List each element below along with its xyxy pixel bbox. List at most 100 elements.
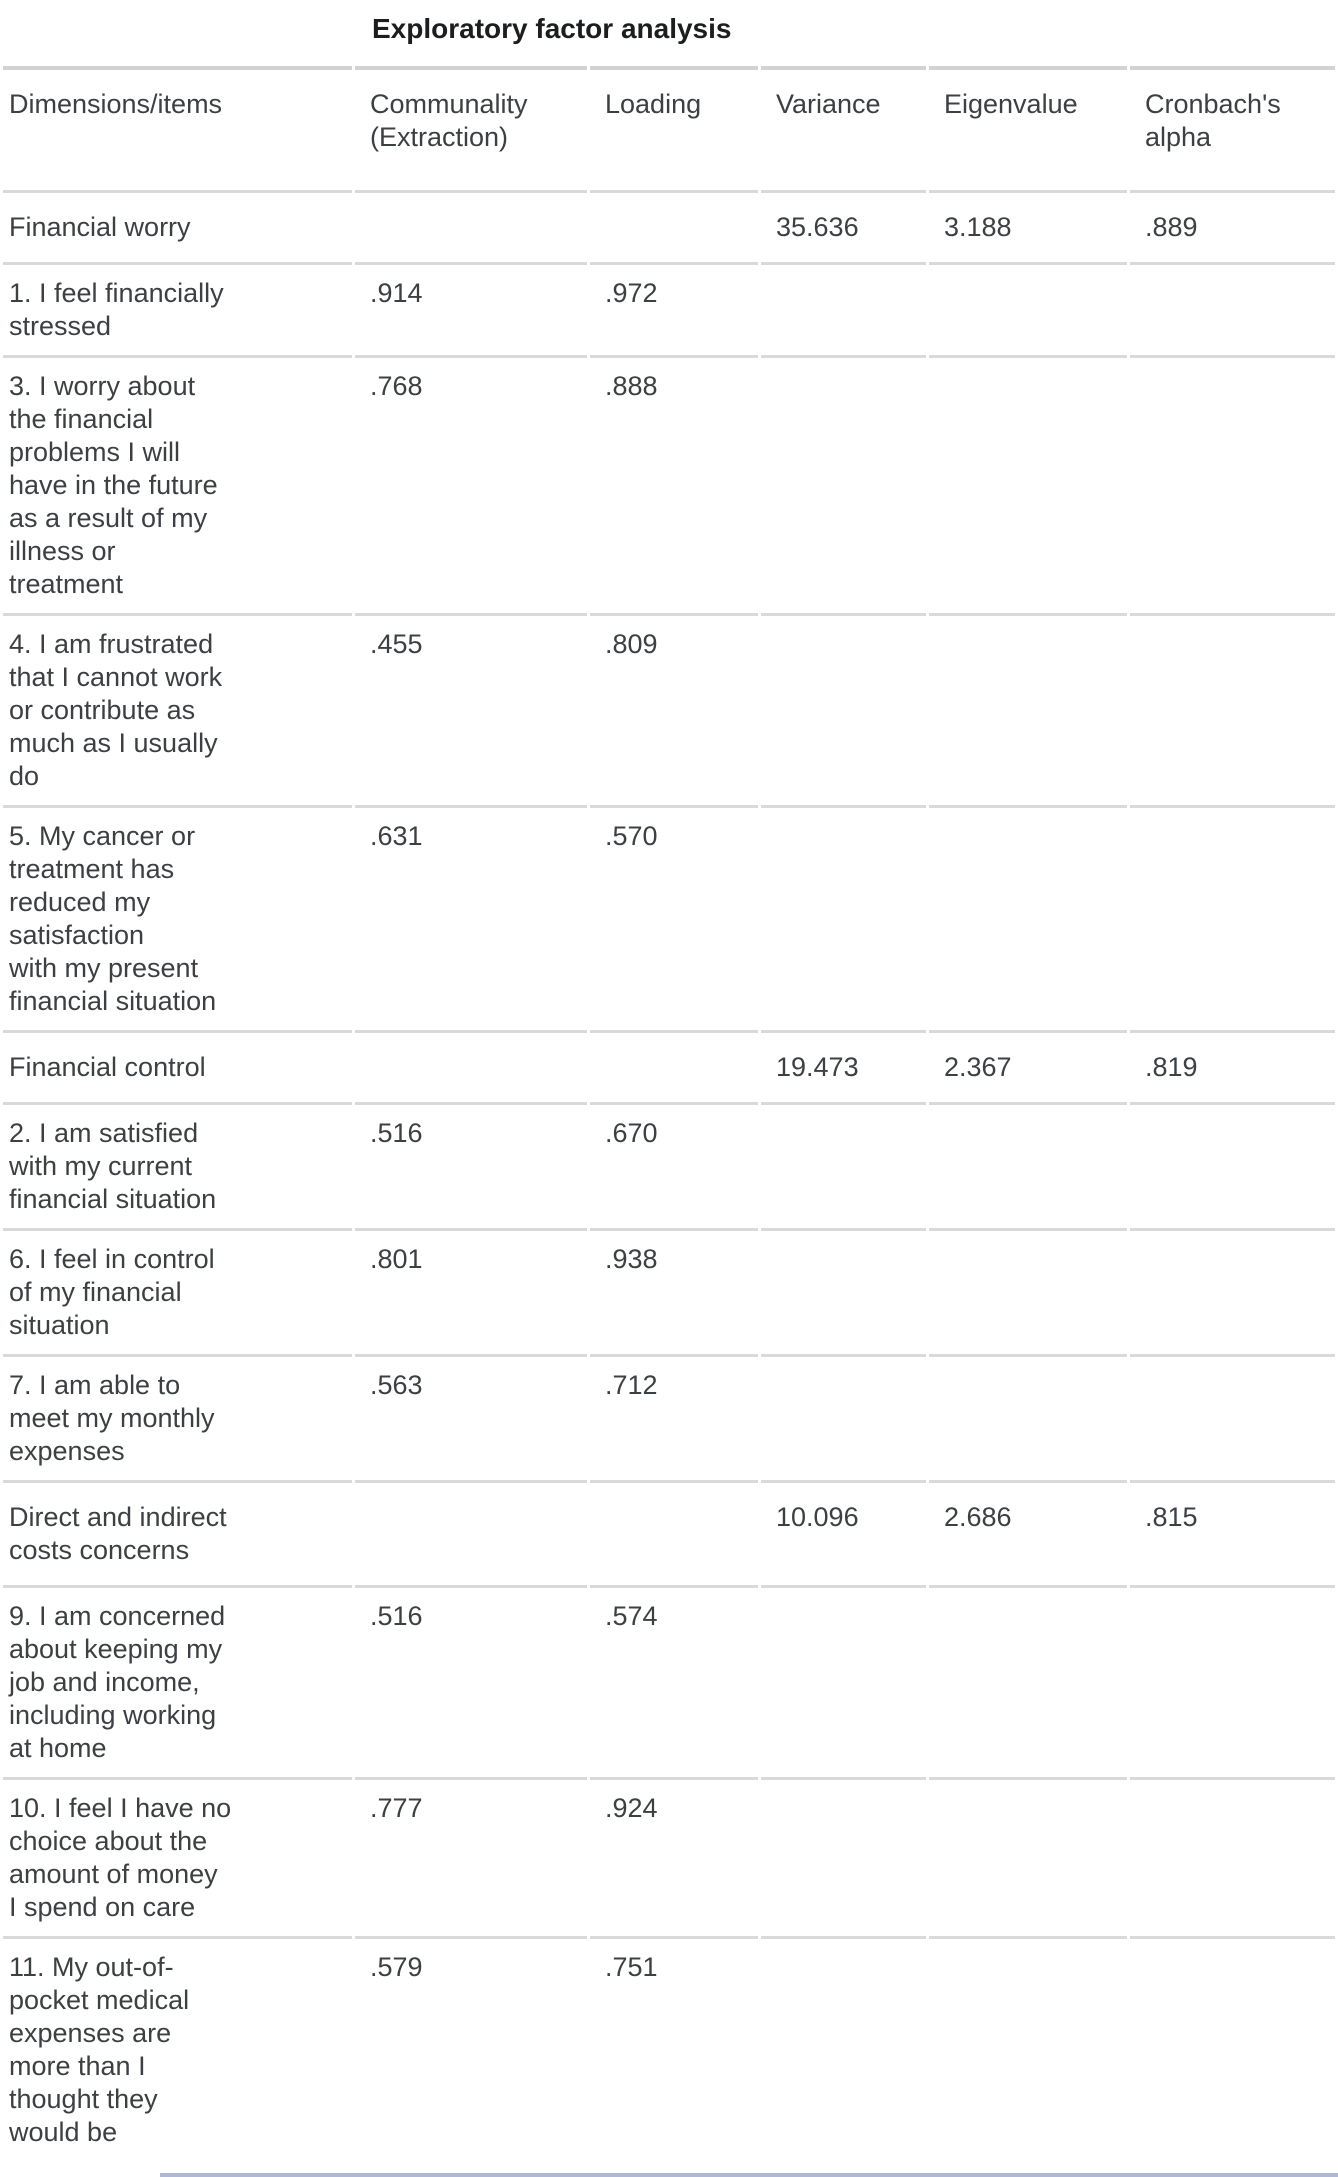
variance-cell: [761, 805, 926, 1030]
column-header-eigenvalue: Eigenvalue: [929, 66, 1127, 190]
page-title: Exploratory factor analysis: [372, 13, 732, 44]
communality-cell: .516: [355, 1585, 587, 1777]
communality-cell: [355, 190, 587, 262]
item-row: 6. I feel in control of my financial sit…: [3, 1228, 1335, 1354]
cronbachs-alpha-cell: [1130, 1102, 1335, 1228]
eigenvalue-cell: 3.188: [929, 190, 1127, 262]
communality-cell: .455: [355, 613, 587, 805]
cronbachs-alpha-cell: [1130, 355, 1335, 613]
dimension-item-cell: 6. I feel in control of my financial sit…: [3, 1228, 352, 1354]
communality-cell: .579: [355, 1936, 587, 2161]
efa-table-body: Financial worry 35.636 3.188.889 1. I feel …: [3, 190, 1335, 2161]
communality-cell: [355, 1480, 587, 1585]
eigenvalue-cell: [929, 1936, 1127, 2161]
variance-cell: [761, 1102, 926, 1228]
item-row: 9. I am concerned about keeping my job a…: [3, 1585, 1335, 1777]
variance-cell: [761, 1936, 926, 2161]
dimension-item-cell: 9. I am concerned about keeping my job a…: [3, 1585, 352, 1777]
eigenvalue-cell: [929, 1585, 1127, 1777]
cronbachs-alpha-cell: [1130, 805, 1335, 1030]
communality-cell: .777: [355, 1777, 587, 1936]
dimension-item-cell: Financial control: [3, 1030, 352, 1102]
eigenvalue-cell: [929, 1228, 1127, 1354]
item-row: 7. I am able to meet my monthly expenses…: [3, 1354, 1335, 1480]
loading-cell: .712: [590, 1354, 758, 1480]
dimension-item-cell: 2. I am satisfied with my current financ…: [3, 1102, 352, 1228]
communality-cell: .631: [355, 805, 587, 1030]
header-row: Dimensions/items Communality (Extraction…: [3, 66, 1335, 190]
dimension-item-cell: 7. I am able to meet my monthly expenses: [3, 1354, 352, 1480]
item-row: 11. My out-of- pocket medical expenses a…: [3, 1936, 1335, 2161]
eigenvalue-cell: [929, 613, 1127, 805]
item-row: 10. I feel I have no choice about the am…: [3, 1777, 1335, 1936]
variance-cell: [761, 355, 926, 613]
loading-cell: .809: [590, 613, 758, 805]
variance-cell: [761, 1354, 926, 1480]
dimension-item-cell: Direct and indirect costs concerns: [3, 1480, 352, 1585]
communality-cell: .914: [355, 262, 587, 355]
eigenvalue-cell: [929, 262, 1127, 355]
dimension-item-cell: 4. I am frustrated that I cannot work or…: [3, 613, 352, 805]
variance-cell: [761, 1777, 926, 1936]
loading-cell: .972: [590, 262, 758, 355]
cronbachs-alpha-cell: [1130, 613, 1335, 805]
eigenvalue-cell: [929, 805, 1127, 1030]
cronbachs-alpha-cell: [1130, 1228, 1335, 1354]
eigenvalue-cell: [929, 355, 1127, 613]
dimension-row: Direct and indirect costs concerns 10.096…: [3, 1480, 1335, 1585]
column-header-dimensions-items: Dimensions/items: [3, 66, 352, 190]
variance-cell: [761, 613, 926, 805]
communality-cell: .516: [355, 1102, 587, 1228]
cronbachs-alpha-cell: [1130, 262, 1335, 355]
efa-table-header: Dimensions/items Communality (Extraction…: [3, 66, 1335, 190]
dimension-row: Financial control 19.473 2.367.819: [3, 1030, 1335, 1102]
eigenvalue-cell: 2.686: [929, 1480, 1127, 1585]
communality-cell: .768: [355, 355, 587, 613]
dimension-item-cell: 3. I worry about the financial problems …: [3, 355, 352, 613]
item-row: 2. I am satisfied with my current financ…: [3, 1102, 1335, 1228]
loading-cell: .670: [590, 1102, 758, 1228]
loading-cell: [590, 1480, 758, 1585]
eigenvalue-cell: [929, 1102, 1127, 1228]
column-header-loading: Loading: [590, 66, 758, 190]
eigenvalue-cell: 2.367: [929, 1030, 1127, 1102]
column-header-cronbachs-alpha: Cronbach's alpha: [1130, 66, 1335, 190]
dimension-item-cell: 11. My out-of- pocket medical expenses a…: [3, 1936, 352, 2161]
variance-cell: 10.096: [761, 1480, 926, 1585]
item-row: 4. I am frustrated that I cannot work or…: [3, 613, 1335, 805]
dimension-item-cell: 5. My cancer or treatment has reduced my…: [3, 805, 352, 1030]
dimension-item-cell: 1. I feel financially stressed: [3, 262, 352, 355]
eigenvalue-cell: [929, 1777, 1127, 1936]
efa-table: Dimensions/items Communality (Extraction…: [0, 66, 1338, 2161]
bottom-accent-line: [160, 2173, 1338, 2177]
item-row: 5. My cancer or treatment has reduced my…: [3, 805, 1335, 1030]
variance-cell: 35.636: [761, 190, 926, 262]
variance-cell: [761, 1585, 926, 1777]
variance-cell: [761, 262, 926, 355]
loading-cell: .570: [590, 805, 758, 1030]
item-row: 1. I feel financially stressed .914.972: [3, 262, 1335, 355]
loading-cell: .888: [590, 355, 758, 613]
loading-cell: .924: [590, 1777, 758, 1936]
dimension-row: Financial worry 35.636 3.188.889: [3, 190, 1335, 262]
communality-cell: [355, 1030, 587, 1102]
loading-cell: .751: [590, 1936, 758, 2161]
loading-cell: [590, 1030, 758, 1102]
cronbachs-alpha-cell: [1130, 1354, 1335, 1480]
variance-cell: [761, 1228, 926, 1354]
loading-cell: [590, 190, 758, 262]
column-header-variance: Variance: [761, 66, 926, 190]
cronbachs-alpha-cell: [1130, 1936, 1335, 2161]
eigenvalue-cell: [929, 1354, 1127, 1480]
column-header-communality: Communality (Extraction): [355, 66, 587, 190]
cronbachs-alpha-cell: .889: [1130, 190, 1335, 262]
cronbachs-alpha-cell: [1130, 1777, 1335, 1936]
dimension-item-cell: 10. I feel I have no choice about the am…: [3, 1777, 352, 1936]
loading-cell: .938: [590, 1228, 758, 1354]
loading-cell: .574: [590, 1585, 758, 1777]
communality-cell: .801: [355, 1228, 587, 1354]
variance-cell: 19.473: [761, 1030, 926, 1102]
cronbachs-alpha-cell: .815: [1130, 1480, 1335, 1585]
dimension-item-cell: Financial worry: [3, 190, 352, 262]
